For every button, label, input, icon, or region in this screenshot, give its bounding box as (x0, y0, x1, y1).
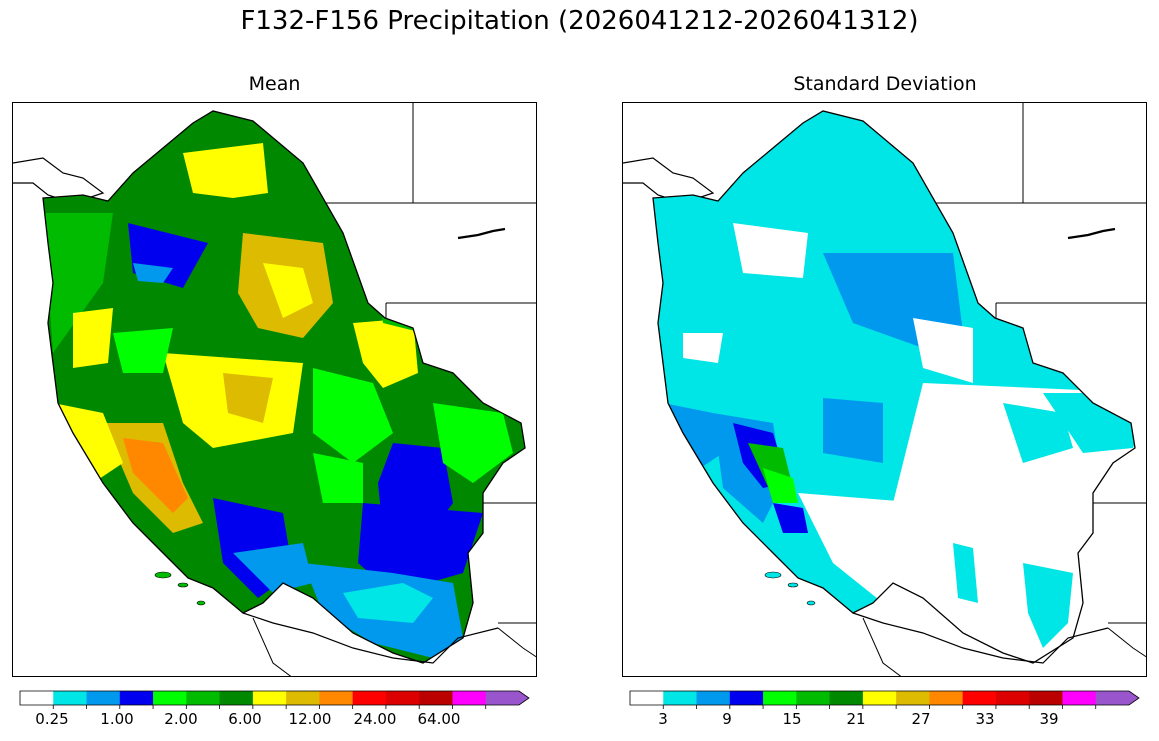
colorbar-swatch (419, 691, 453, 705)
colorbar-swatch (53, 691, 88, 705)
colorbar-swatch (119, 691, 154, 705)
colorbar-swatch (219, 691, 254, 705)
colorbar-swatch (796, 691, 831, 705)
stddev-tick-label: 15 (782, 710, 802, 728)
coastline-northwest (623, 157, 715, 204)
mean-panel-title: Mean (248, 73, 301, 95)
colorbar-swatch (385, 691, 420, 705)
colorbar-swatch (485, 691, 529, 705)
colorbar-swatch (962, 691, 997, 705)
stddev-colorbar-svg (629, 690, 1140, 709)
colorbar-swatch (252, 691, 287, 705)
stddev-tick-label: 3 (658, 710, 668, 728)
colorbar-swatch (153, 691, 187, 705)
colorbar-swatch (729, 691, 764, 705)
colorbar-swatch (186, 691, 221, 705)
mean-tick-label: 24.00 (353, 710, 397, 728)
baja-coastline (862, 617, 902, 676)
colorbar-swatch (862, 691, 897, 705)
colorbar-swatch (86, 691, 121, 705)
colorbar-outline (629, 690, 1140, 706)
us-mexico-border (852, 612, 1109, 664)
west-outline (652, 110, 1136, 664)
mean-map-panel (12, 102, 537, 677)
lake-shoreline (457, 227, 506, 240)
channel-islands (764, 571, 816, 606)
colorbar-swatch (696, 691, 731, 705)
colorbar-swatch (896, 691, 930, 705)
us-mexico-border (242, 612, 499, 664)
colorbar-swatch (352, 691, 387, 705)
colorbar-swatch (20, 691, 54, 705)
mean-tick-label: 2.00 (164, 710, 198, 728)
stddev-map-panel (622, 102, 1147, 677)
channel-islands (154, 571, 206, 606)
colorbar-swatch (829, 691, 864, 705)
mean-tick-label: 6.00 (228, 710, 262, 728)
stddev-colorbar (629, 690, 1140, 709)
stddev-tick-label: 33 (975, 710, 995, 728)
mean-map (13, 103, 536, 676)
mean-tick-label: 1.00 (100, 710, 134, 728)
colorbar-swatch (286, 691, 320, 705)
colorbar-swatch (630, 691, 664, 705)
colorbar-swatch (663, 691, 698, 705)
colorbar-swatch (995, 691, 1030, 705)
colorbar-swatch (1029, 691, 1063, 705)
colorbar-swatch (1095, 691, 1139, 705)
colorbar-swatch (319, 691, 354, 705)
lake-shoreline (1067, 227, 1116, 240)
colorbar-swatch (763, 691, 797, 705)
stddev-tick-label: 9 (722, 710, 732, 728)
colorbar-outline (19, 690, 530, 706)
mean-colorbar-svg (19, 690, 530, 709)
mean-tick-label: 0.25 (35, 710, 69, 728)
baja-coastline (252, 617, 292, 676)
colorbar-swatch (1062, 691, 1097, 705)
stddev-tick-label: 27 (911, 710, 931, 728)
stddev-tick-label: 39 (1039, 710, 1059, 728)
mean-tick-label: 12.00 (288, 710, 332, 728)
west-outline (42, 110, 526, 664)
colorbar-swatch (929, 691, 964, 705)
mean-colorbar (19, 690, 530, 709)
stddev-panel-title: Standard Deviation (793, 73, 977, 95)
colorbar-swatch (452, 691, 487, 705)
coastline-northwest (13, 157, 105, 204)
stddev-tick-label: 21 (846, 710, 866, 728)
stddev-map (623, 103, 1146, 676)
figure-title: F132-F156 Precipitation (2026041212-2026… (240, 6, 919, 36)
mean-tick-label: 64.00 (417, 710, 461, 728)
